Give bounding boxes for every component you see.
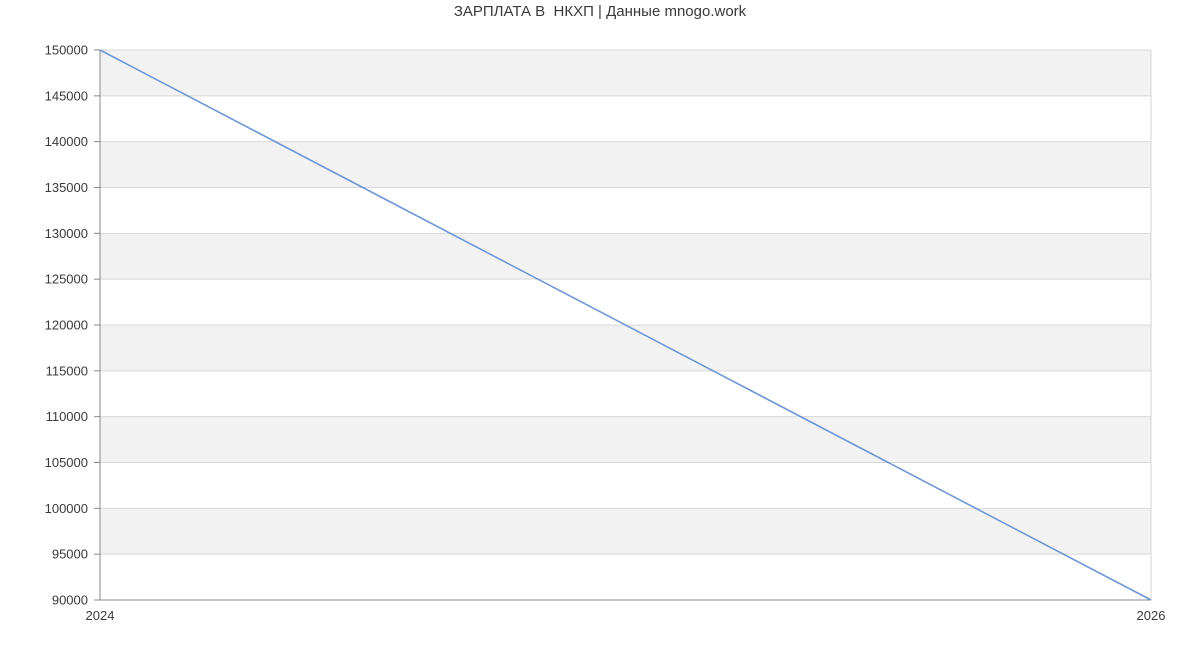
svg-text:125000: 125000 [45, 272, 88, 287]
svg-text:135000: 135000 [45, 180, 88, 195]
svg-text:105000: 105000 [45, 455, 88, 470]
svg-text:95000: 95000 [52, 547, 88, 562]
svg-text:2024: 2024 [86, 608, 115, 623]
svg-text:2026: 2026 [1137, 608, 1166, 623]
svg-text:120000: 120000 [45, 318, 88, 333]
svg-text:130000: 130000 [45, 226, 88, 241]
svg-text:110000: 110000 [46, 409, 88, 424]
svg-text:100000: 100000 [45, 501, 88, 516]
svg-text:140000: 140000 [45, 134, 88, 149]
svg-text:90000: 90000 [52, 593, 88, 608]
svg-text:115000: 115000 [46, 363, 88, 378]
svg-text:150000: 150000 [45, 43, 88, 58]
svg-text:145000: 145000 [45, 88, 88, 103]
